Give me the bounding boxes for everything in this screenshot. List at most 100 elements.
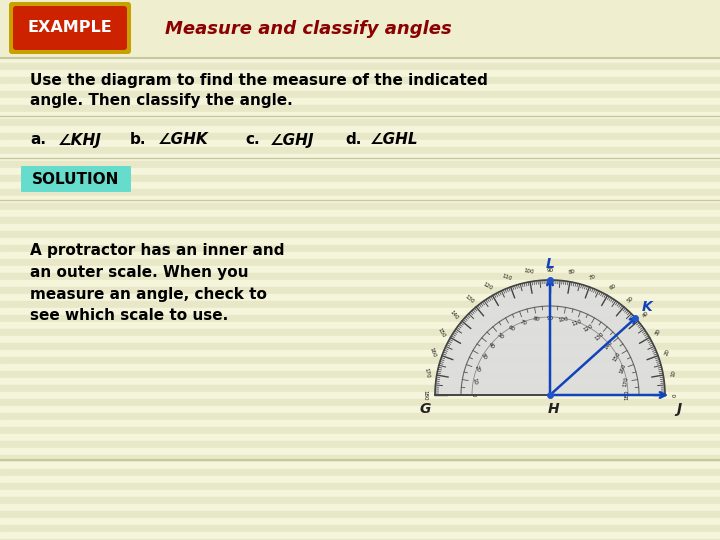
- Text: 60: 60: [608, 283, 617, 291]
- Text: 90: 90: [546, 315, 554, 321]
- Bar: [0, 511, 720, 518]
- Text: 20: 20: [664, 348, 671, 356]
- Text: b.: b.: [130, 132, 146, 147]
- Bar: [0, 490, 720, 497]
- Bar: [0, 91, 720, 98]
- Bar: [0, 252, 720, 259]
- Bar: [0, 0, 720, 7]
- Text: 170: 170: [423, 368, 431, 379]
- Bar: [0, 63, 720, 70]
- Text: 110: 110: [570, 319, 582, 327]
- Text: angle. Then classify the angle.: angle. Then classify the angle.: [30, 92, 293, 107]
- Text: 10: 10: [471, 378, 477, 386]
- Bar: [0, 112, 720, 119]
- Text: c.: c.: [245, 132, 260, 147]
- Bar: [0, 420, 720, 427]
- Bar: [0, 406, 720, 413]
- Polygon shape: [435, 280, 665, 395]
- Bar: [0, 203, 720, 210]
- Text: 60: 60: [507, 325, 516, 332]
- Bar: [0, 273, 720, 280]
- Text: 20: 20: [474, 364, 481, 373]
- Bar: [0, 399, 720, 406]
- Bar: [0, 154, 720, 161]
- Bar: [0, 189, 720, 196]
- Bar: [0, 357, 720, 364]
- Text: 140: 140: [449, 309, 459, 320]
- Bar: [0, 315, 720, 322]
- Text: 0: 0: [672, 393, 678, 397]
- Bar: [0, 497, 720, 504]
- Text: 50: 50: [496, 332, 505, 340]
- Bar: [0, 287, 720, 294]
- Bar: [0, 434, 720, 441]
- Text: see which scale to use.: see which scale to use.: [30, 308, 228, 323]
- Bar: [0, 182, 720, 189]
- Text: SOLUTION: SOLUTION: [32, 172, 120, 186]
- Text: ∠GHL: ∠GHL: [370, 132, 418, 147]
- Bar: [0, 392, 720, 399]
- Bar: [0, 266, 720, 273]
- Bar: [0, 371, 720, 378]
- FancyBboxPatch shape: [21, 166, 131, 192]
- Text: H: H: [548, 402, 560, 416]
- Bar: [0, 168, 720, 175]
- Text: 10: 10: [670, 369, 676, 377]
- Text: 120: 120: [582, 323, 594, 333]
- Bar: [0, 231, 720, 238]
- Text: 30: 30: [480, 352, 487, 361]
- Bar: [0, 350, 720, 357]
- Bar: [0, 238, 720, 245]
- Bar: [0, 133, 720, 140]
- Bar: [0, 462, 720, 469]
- Bar: [0, 294, 720, 301]
- Bar: [0, 245, 720, 252]
- Bar: [0, 70, 720, 77]
- Bar: [0, 196, 720, 203]
- Bar: [0, 42, 720, 49]
- Text: 40: 40: [642, 310, 650, 319]
- Bar: [0, 35, 720, 42]
- Text: 120: 120: [482, 282, 493, 292]
- Text: 100: 100: [558, 316, 569, 322]
- FancyBboxPatch shape: [9, 2, 131, 54]
- Bar: [0, 126, 720, 133]
- Bar: [0, 21, 720, 28]
- Bar: [0, 49, 720, 56]
- Text: 150: 150: [612, 350, 621, 362]
- Text: J: J: [676, 402, 682, 416]
- Text: L: L: [546, 257, 554, 271]
- Text: 110: 110: [501, 273, 513, 282]
- Bar: [0, 259, 720, 266]
- Bar: [0, 469, 720, 476]
- Bar: [0, 483, 720, 490]
- FancyBboxPatch shape: [13, 6, 127, 50]
- Bar: [0, 140, 720, 147]
- Bar: [0, 322, 720, 329]
- Text: Use the diagram to find the measure of the indicated: Use the diagram to find the measure of t…: [30, 72, 488, 87]
- Bar: [0, 448, 720, 455]
- Text: 160: 160: [618, 363, 626, 374]
- Text: 140: 140: [603, 340, 614, 351]
- Text: an outer scale. When you: an outer scale. When you: [30, 265, 248, 280]
- Bar: [0, 217, 720, 224]
- Bar: [0, 441, 720, 448]
- Text: measure an angle, check to: measure an angle, check to: [30, 287, 267, 301]
- Bar: [0, 329, 720, 336]
- Text: 80: 80: [533, 316, 541, 322]
- Text: 30: 30: [654, 328, 662, 337]
- Bar: [0, 224, 720, 231]
- Bar: [0, 105, 720, 112]
- Bar: [0, 336, 720, 343]
- Text: 170: 170: [623, 376, 629, 387]
- Text: 0: 0: [470, 393, 475, 397]
- Bar: [0, 504, 720, 511]
- Text: 150: 150: [437, 327, 446, 338]
- Bar: [0, 364, 720, 371]
- Bar: [0, 301, 720, 308]
- Text: 80: 80: [568, 269, 575, 275]
- Bar: [0, 518, 720, 525]
- Text: a.: a.: [30, 132, 46, 147]
- Text: 50: 50: [626, 295, 634, 303]
- Text: 70: 70: [520, 319, 528, 326]
